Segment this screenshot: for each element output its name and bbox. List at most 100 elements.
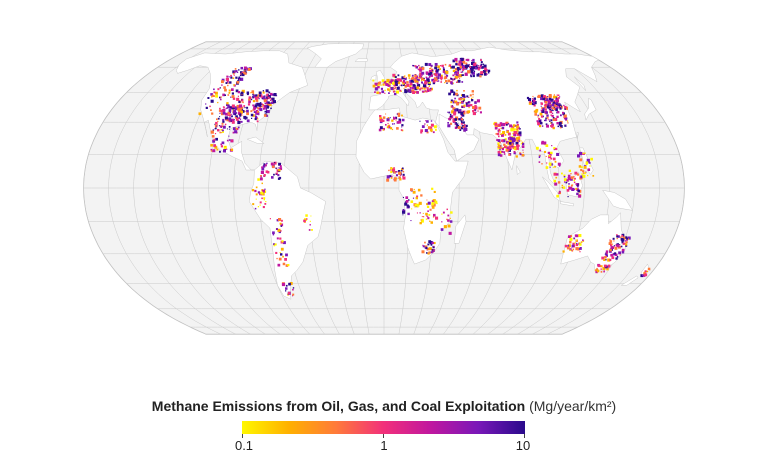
emission-cell <box>534 113 537 116</box>
emission-cell <box>541 109 545 113</box>
emission-cell <box>551 145 553 147</box>
emission-cell <box>450 91 452 93</box>
emission-cell <box>501 126 505 130</box>
emission-cell <box>240 71 243 74</box>
emission-cell <box>554 165 556 168</box>
emission-cell <box>225 82 228 84</box>
emission-cell <box>553 179 556 183</box>
emission-cell <box>474 106 478 110</box>
emission-cell <box>550 122 552 124</box>
emission-cell <box>382 119 385 122</box>
emission-cell <box>433 242 436 245</box>
emission-cell <box>450 99 453 102</box>
emission-cell <box>474 104 477 108</box>
emission-cell <box>452 69 456 72</box>
emission-cell <box>392 123 394 125</box>
emission-cell <box>237 120 239 122</box>
emission-cell <box>478 73 480 74</box>
emission-cell <box>288 291 291 295</box>
emission-cell <box>270 162 274 166</box>
emission-cell <box>447 111 449 113</box>
emission-cell <box>557 162 561 166</box>
emission-cell <box>270 97 273 100</box>
emission-cell <box>447 79 451 83</box>
emission-cell <box>227 105 231 109</box>
emission-cell <box>246 93 249 96</box>
emission-cell <box>511 125 513 127</box>
landmass-iceland <box>354 58 368 62</box>
emission-cell <box>415 196 418 200</box>
emission-cell <box>544 101 548 104</box>
emission-cell <box>497 142 500 145</box>
emission-cell <box>271 176 274 179</box>
emission-cell <box>563 104 565 107</box>
emission-cell <box>544 104 548 107</box>
emission-cell <box>566 120 569 122</box>
emission-cell <box>429 128 433 132</box>
emission-cell <box>585 161 589 164</box>
emission-cell <box>237 107 241 111</box>
emission-cell <box>399 178 402 181</box>
emission-cell <box>462 68 465 71</box>
emission-cell <box>598 264 601 268</box>
emission-cell <box>224 118 227 121</box>
emission-cell <box>451 78 454 81</box>
emission-cell <box>219 98 222 101</box>
emission-cell <box>214 123 216 125</box>
emission-cell <box>416 82 419 85</box>
emission-cell <box>248 96 252 99</box>
emission-cell <box>238 100 241 103</box>
emission-cell <box>223 86 225 88</box>
emission-cell <box>481 66 484 69</box>
emission-cell <box>620 245 623 248</box>
emission-cell <box>556 152 560 156</box>
emission-cell <box>440 65 442 67</box>
emission-cell <box>576 239 578 241</box>
emission-cell <box>441 221 443 223</box>
emission-cell <box>578 234 582 238</box>
emission-cell <box>417 83 421 87</box>
emission-cell <box>470 75 473 78</box>
emission-cell <box>537 114 539 117</box>
emission-cell <box>462 60 466 64</box>
emission-cell <box>503 151 506 154</box>
emission-cell <box>437 80 440 82</box>
emission-cell <box>496 139 499 141</box>
emission-cell <box>451 105 453 107</box>
emission-cell <box>564 118 566 120</box>
emission-cell <box>435 70 439 74</box>
emission-cell <box>222 125 226 129</box>
emission-cell <box>431 69 434 71</box>
emission-cell <box>462 100 465 103</box>
emission-cell <box>263 99 267 102</box>
emission-cell <box>430 251 433 254</box>
emission-cell <box>544 150 547 153</box>
emission-cell <box>433 246 435 248</box>
emission-cell <box>414 203 418 207</box>
emission-cell <box>433 80 436 83</box>
emission-cell <box>550 114 553 116</box>
emission-cell <box>461 105 463 107</box>
emission-cell <box>276 219 279 222</box>
emission-cell <box>501 134 504 137</box>
emission-cell <box>453 91 456 94</box>
emission-cell <box>420 80 422 82</box>
emission-cell <box>512 137 516 141</box>
emission-cell <box>471 61 475 65</box>
emission-cell <box>555 96 558 99</box>
emission-cell <box>621 238 625 242</box>
emission-cell <box>426 252 428 254</box>
emission-cell <box>396 121 400 124</box>
emission-cell <box>393 116 395 118</box>
emission-cell <box>398 118 402 122</box>
emission-cell <box>427 126 432 130</box>
emission-cell <box>225 78 229 82</box>
emission-cell <box>444 63 447 66</box>
emission-cell <box>387 82 389 84</box>
emission-cell <box>217 129 220 132</box>
emission-cell <box>507 151 509 153</box>
emission-cell <box>449 111 451 113</box>
emission-cell <box>452 119 456 123</box>
emission-cell <box>255 114 257 116</box>
emission-cell <box>533 97 536 100</box>
